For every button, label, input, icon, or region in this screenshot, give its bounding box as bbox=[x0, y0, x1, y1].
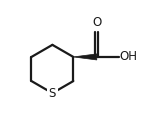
Text: S: S bbox=[49, 87, 56, 100]
Text: OH: OH bbox=[120, 50, 138, 63]
Polygon shape bbox=[73, 54, 97, 60]
Text: O: O bbox=[92, 16, 101, 29]
